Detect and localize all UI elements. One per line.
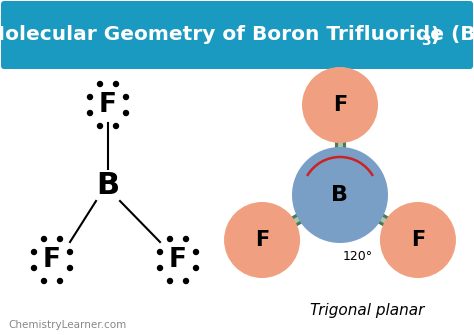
Text: F: F <box>169 247 187 273</box>
Text: ChemistryLearner.com: ChemistryLearner.com <box>8 320 126 330</box>
Circle shape <box>57 237 63 242</box>
Circle shape <box>183 237 189 242</box>
Text: ): ) <box>430 25 439 45</box>
FancyBboxPatch shape <box>1 1 473 69</box>
Text: F: F <box>333 95 347 115</box>
Circle shape <box>193 266 199 270</box>
Circle shape <box>124 94 128 99</box>
Text: Molecular Geometry of Boron Trifluoride (BF: Molecular Geometry of Boron Trifluoride … <box>0 25 474 45</box>
Text: B: B <box>331 185 348 205</box>
Text: Trigonal planar: Trigonal planar <box>310 303 424 318</box>
Circle shape <box>113 124 118 129</box>
Circle shape <box>67 250 73 255</box>
Text: 3: 3 <box>421 34 430 48</box>
Ellipse shape <box>292 147 388 243</box>
Circle shape <box>88 94 92 99</box>
Circle shape <box>31 250 36 255</box>
Circle shape <box>167 237 173 242</box>
Circle shape <box>67 266 73 270</box>
Text: F: F <box>411 230 425 250</box>
Circle shape <box>42 237 46 242</box>
Circle shape <box>193 250 199 255</box>
Circle shape <box>98 124 102 129</box>
Circle shape <box>98 81 102 86</box>
Circle shape <box>167 278 173 283</box>
Text: F: F <box>99 92 117 118</box>
Ellipse shape <box>380 202 456 278</box>
Circle shape <box>113 81 118 86</box>
Circle shape <box>88 111 92 116</box>
Circle shape <box>57 278 63 283</box>
Text: B: B <box>96 171 119 200</box>
Ellipse shape <box>302 67 378 143</box>
Circle shape <box>157 250 163 255</box>
Circle shape <box>183 278 189 283</box>
Ellipse shape <box>224 202 300 278</box>
Circle shape <box>124 111 128 116</box>
Text: F: F <box>255 230 269 250</box>
Circle shape <box>157 266 163 270</box>
Circle shape <box>42 278 46 283</box>
Circle shape <box>31 266 36 270</box>
Text: 120°: 120° <box>343 251 373 264</box>
Text: F: F <box>43 247 61 273</box>
